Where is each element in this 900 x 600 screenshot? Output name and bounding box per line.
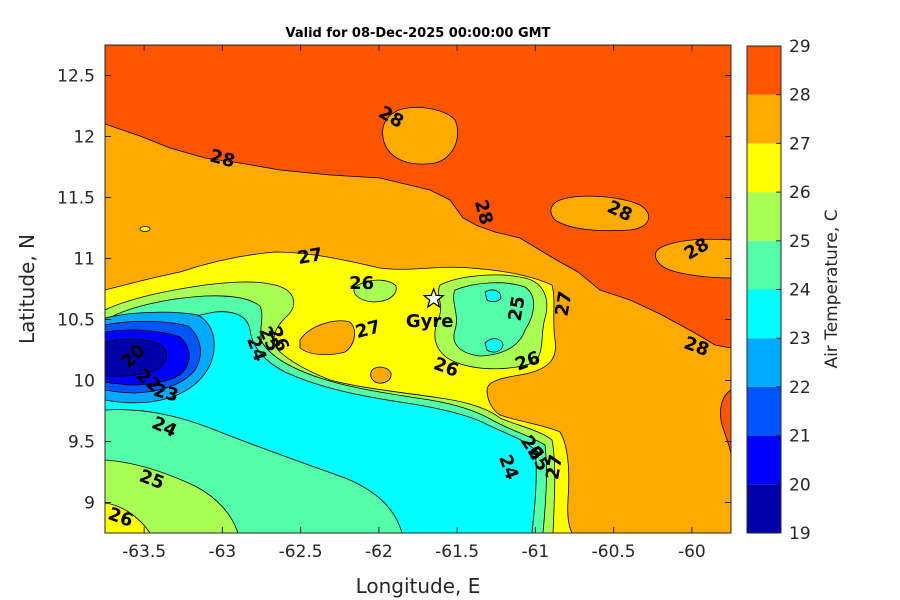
contour-label: 27 [552,290,577,318]
region-26-27-islet [139,226,151,232]
colorbar-tick-label: 23 [789,329,811,349]
region-27-28-island-east [550,195,650,232]
station-label: Gyre [406,311,454,332]
y-tick-label: 12 [73,128,95,148]
region-19-20 [105,338,167,377]
contour-label: 26 [349,273,374,294]
y-axis-label: Latitude, N [15,234,39,344]
x-tick-label: -62 [365,542,393,562]
plot-frame [104,44,732,534]
x-tick-label: -60.5 [592,542,636,562]
colorbar-segment [747,484,781,533]
y-axis: 9 9.5 10 10.5 11 11.5 12 12.5 [57,67,731,514]
colorbar-segment [747,94,781,144]
colorbar-segment [747,240,781,290]
stations: Gyre [406,287,454,332]
x-tick-label: -61.5 [435,542,479,562]
region-25-26-inland [353,279,397,303]
x-axis: -63.5 -63 -62.5 -62 -61.5 -61 -60.5 -60 [122,45,706,562]
region-27-28-island-north [382,107,459,165]
region-24-25-east-basin [453,282,535,357]
colorbar-segment [747,46,781,95]
y-tick-label: 10 [73,372,95,392]
colorbar: 19 20 21 22 23 24 25 26 27 28 29 [746,37,811,544]
colorbar-segment [747,386,781,436]
colorbar-tick-label: 25 [789,232,811,252]
region-28-29-north [105,45,731,349]
colorbar-tick-label: 20 [789,475,811,495]
station-star-icon [422,287,445,309]
region-27-28-small-patch [370,366,392,384]
colorbar-tick-label: 26 [789,183,811,203]
x-tick-label: -61 [521,542,549,562]
region-23-24-pocket-south [484,338,504,353]
region-25-26-south [105,459,239,533]
colorbar-label: Air Temperature, C [822,209,842,368]
colorbar-tick-label: 24 [789,281,811,301]
x-tick-label: -60 [678,542,706,562]
region-27-28-inland-patch [299,320,355,356]
region-23-24-pocket-north [484,289,502,303]
x-axis-label: Longitude, E [356,574,481,598]
colorbar-tick-label: 27 [789,134,811,154]
colorbar-tick-label: 29 [789,37,811,57]
region-26-27-south [105,502,151,533]
region-27-28-east-edge [655,238,731,279]
y-tick-label: 12.5 [57,67,95,87]
colorbar-tick-label: 28 [789,86,811,106]
x-tick-label: -63 [208,542,236,562]
chart-title: Valid for 08-Dec-2025 00:00:00 GMT [286,26,551,41]
y-tick-label: 11.5 [57,189,95,209]
colorbar-tick-label: 22 [789,378,811,398]
contour-label: 25 [505,294,530,322]
colorbar-tick-label: 19 [789,524,811,544]
y-tick-label: 10.5 [57,311,95,331]
contour-label: 27 [542,453,567,481]
y-tick-label: 11 [73,250,95,270]
colorbar-segment [747,338,781,387]
colorbar-segment [747,289,781,339]
colorbar-segment [747,435,781,485]
colorbar-segment [747,143,781,193]
contour-label: 27 [296,244,324,269]
colorbar-tick-label: 21 [789,427,811,447]
colorbar-segment [747,192,781,241]
y-tick-label: 9 [84,494,95,514]
y-tick-label: 9.5 [68,433,95,453]
x-tick-label: -63.5 [122,542,166,562]
x-tick-label: -62.5 [279,542,323,562]
